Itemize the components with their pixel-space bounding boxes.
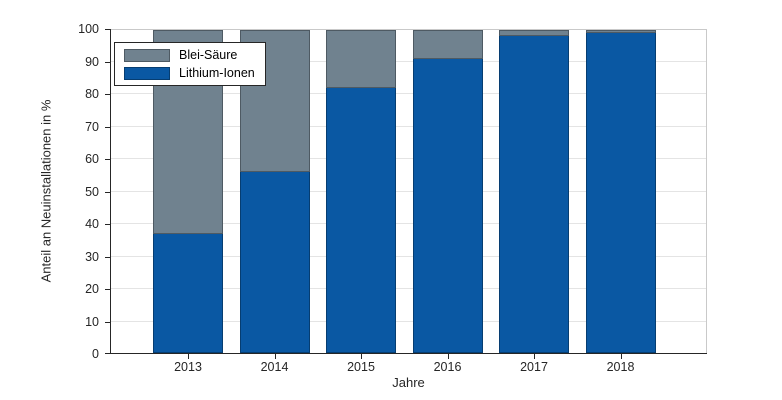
- legend-swatch-blei-saeure: [124, 48, 170, 62]
- bar-segment-lithium-ionen-2015: [326, 88, 396, 353]
- legend-swatch-lithium-ionen: [124, 66, 170, 80]
- y-tick-80: [105, 94, 110, 95]
- y-tick-label-30: 30: [85, 249, 99, 264]
- y-tick-label-20: 20: [85, 282, 99, 296]
- bar-segment-blei-saeure-2016: [412, 30, 483, 60]
- bar-segment-lithium-ionen-2014: [239, 172, 310, 353]
- y-tick-label-0: 0: [92, 347, 99, 361]
- x-tick-label-2016: 2016: [433, 360, 462, 374]
- gridline-40: [111, 223, 706, 224]
- gridline-80: [111, 93, 706, 94]
- x-tick-label-2013: 2013: [174, 360, 202, 374]
- legend-label-lithium-ionen: Lithium-Ionen: [179, 66, 255, 80]
- x-tick-2017: [534, 354, 535, 359]
- legend: Blei-Säure Lithium-Ionen: [114, 42, 266, 86]
- gridline-10: [111, 320, 706, 322]
- gridline-60: [111, 158, 706, 159]
- x-tick-label-2017: 2017: [520, 360, 548, 374]
- bar-segment-blei-saeure-2018: [585, 30, 656, 34]
- bar-segment-lithium-ionen-2017: [499, 36, 569, 353]
- bar-2017: [499, 30, 569, 353]
- x-tick-2016: [447, 354, 449, 359]
- y-tick-50: [105, 191, 110, 193]
- y-tick-10: [105, 321, 110, 323]
- x-tick-2015: [361, 354, 362, 359]
- y-tick-70: [105, 126, 110, 128]
- axis-spine-top: [110, 29, 707, 30]
- bar-segment-lithium-ionen-2018: [585, 33, 656, 353]
- plot-area: 0 10 20 30 40 50 60 70 80 90 100 2013 2014 2015 2016 2…: [78, 23, 707, 374]
- y-axis-label: Anteil an Neuinstallationen in %: [38, 99, 54, 283]
- y-tick-label-50: 50: [85, 184, 99, 199]
- x-tick-2013: [188, 354, 189, 359]
- legend-row-lithium-ionen: Lithium-Ionen: [124, 66, 255, 80]
- bar-segment-blei-saeure-2017: [499, 30, 569, 37]
- x-axis-label: Jahre: [392, 375, 425, 390]
- y-tick-label-60: 60: [85, 152, 99, 166]
- legend-row-blei-saeure: Blei-Säure: [124, 48, 255, 62]
- axis-spine-right: [706, 29, 707, 354]
- gridline-90: [111, 60, 706, 62]
- y-tick-label-40: 40: [85, 217, 99, 231]
- bar-segment-lithium-ionen-2016: [412, 59, 483, 353]
- x-tick-label-2014: 2014: [260, 360, 289, 374]
- y-tick-0: [105, 353, 110, 354]
- bar-2018: [585, 30, 656, 353]
- y-tick-40: [105, 224, 110, 225]
- gridline-70: [111, 125, 706, 127]
- x-axis-line: [110, 353, 707, 354]
- x-tick-label-2015: 2015: [347, 360, 375, 374]
- y-tick-100: [105, 29, 110, 30]
- y-tick-60: [105, 159, 110, 160]
- gridline-50: [111, 190, 706, 192]
- y-tick-30: [105, 256, 110, 258]
- y-tick-label-80: 80: [85, 87, 99, 101]
- bar-2015: [326, 30, 396, 353]
- gridline-30: [111, 255, 706, 257]
- legend-label-blei-saeure: Blei-Säure: [179, 48, 238, 62]
- y-tick-label-10: 10: [85, 314, 99, 329]
- y-tick-20: [105, 289, 110, 290]
- x-tick-2018: [620, 354, 622, 359]
- gridline-20: [111, 288, 706, 289]
- bar-segment-lithium-ionen-2013: [153, 233, 223, 353]
- y-tick-label-70: 70: [85, 119, 99, 134]
- bar-segment-blei-saeure-2015: [326, 30, 396, 89]
- bar-2016: [412, 30, 483, 353]
- x-tick-2014: [274, 354, 276, 359]
- bar-2014: [239, 30, 310, 353]
- y-axis-line: [110, 29, 111, 354]
- y-tick-label-90: 90: [85, 54, 99, 69]
- y-tick-label-100: 100: [78, 22, 99, 36]
- x-tick-label-2018: 2018: [606, 360, 635, 374]
- y-tick-90: [105, 61, 110, 63]
